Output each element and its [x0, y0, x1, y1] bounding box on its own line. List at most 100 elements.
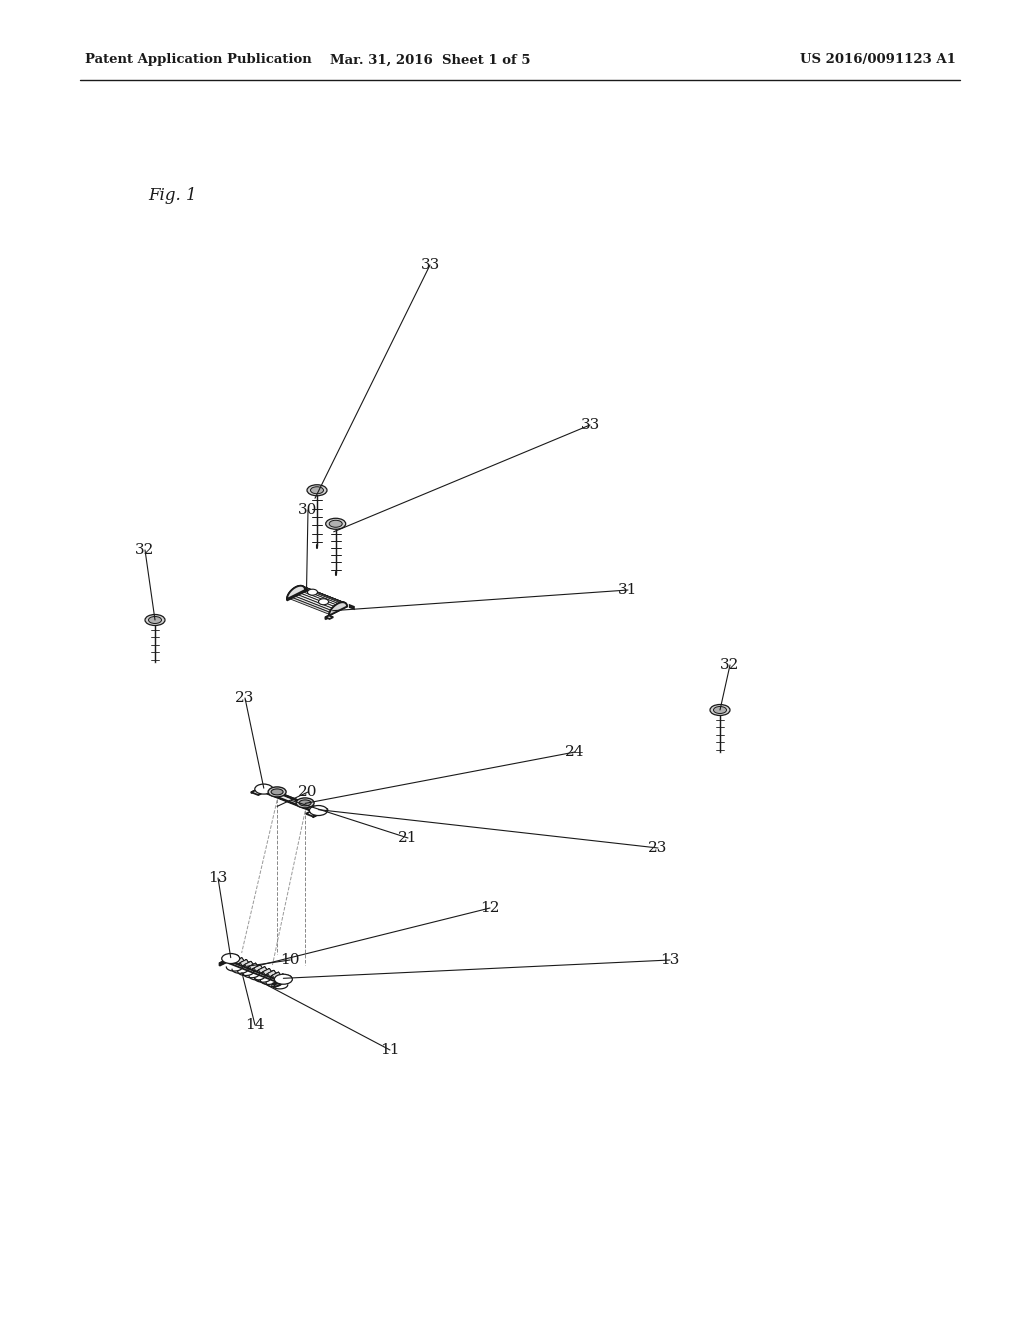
- Polygon shape: [219, 956, 236, 966]
- Text: 13: 13: [660, 953, 680, 968]
- Polygon shape: [274, 793, 280, 796]
- Polygon shape: [304, 587, 347, 606]
- Polygon shape: [350, 605, 354, 609]
- Ellipse shape: [296, 797, 314, 808]
- Polygon shape: [256, 966, 265, 972]
- Text: 21: 21: [398, 832, 418, 845]
- Ellipse shape: [145, 615, 165, 626]
- Polygon shape: [287, 590, 307, 601]
- Text: 32: 32: [720, 657, 739, 672]
- Polygon shape: [321, 807, 328, 810]
- Polygon shape: [300, 586, 344, 602]
- Polygon shape: [288, 594, 331, 612]
- Text: 14: 14: [246, 1018, 265, 1032]
- Ellipse shape: [710, 705, 730, 715]
- Ellipse shape: [299, 800, 311, 807]
- Text: 33: 33: [581, 418, 600, 432]
- Polygon shape: [258, 965, 262, 969]
- Polygon shape: [265, 970, 274, 975]
- Polygon shape: [231, 956, 240, 962]
- Polygon shape: [234, 957, 286, 979]
- Polygon shape: [265, 785, 272, 788]
- Polygon shape: [244, 960, 249, 962]
- Text: Mar. 31, 2016  Sheet 1 of 5: Mar. 31, 2016 Sheet 1 of 5: [330, 54, 530, 66]
- Polygon shape: [302, 586, 345, 603]
- Ellipse shape: [326, 519, 346, 529]
- Ellipse shape: [222, 953, 240, 964]
- Text: 23: 23: [648, 841, 668, 855]
- Polygon shape: [249, 961, 253, 965]
- Polygon shape: [287, 586, 305, 599]
- Ellipse shape: [329, 520, 342, 527]
- Text: 31: 31: [618, 583, 638, 597]
- Polygon shape: [303, 586, 346, 605]
- Polygon shape: [287, 595, 330, 614]
- Polygon shape: [274, 974, 283, 978]
- Polygon shape: [263, 969, 271, 975]
- Polygon shape: [251, 785, 265, 793]
- Text: 11: 11: [380, 1043, 399, 1057]
- Text: 10: 10: [281, 953, 300, 968]
- Ellipse shape: [307, 484, 327, 496]
- Polygon shape: [270, 789, 317, 809]
- Ellipse shape: [268, 787, 286, 797]
- Polygon shape: [252, 965, 260, 970]
- Polygon shape: [243, 961, 251, 966]
- Polygon shape: [326, 615, 329, 619]
- Polygon shape: [289, 591, 332, 610]
- Polygon shape: [273, 793, 280, 796]
- Polygon shape: [294, 587, 338, 605]
- Polygon shape: [290, 590, 334, 609]
- Polygon shape: [271, 970, 276, 974]
- Polygon shape: [228, 956, 238, 961]
- Polygon shape: [296, 586, 340, 603]
- Polygon shape: [240, 958, 244, 961]
- Polygon shape: [306, 807, 328, 817]
- Polygon shape: [276, 972, 281, 975]
- Polygon shape: [251, 785, 272, 795]
- Text: 12: 12: [480, 902, 500, 915]
- Ellipse shape: [274, 974, 293, 985]
- Polygon shape: [289, 975, 291, 979]
- Ellipse shape: [318, 599, 329, 605]
- Polygon shape: [234, 956, 240, 960]
- Polygon shape: [276, 974, 286, 981]
- Polygon shape: [262, 966, 267, 970]
- Polygon shape: [236, 956, 238, 958]
- Ellipse shape: [310, 487, 324, 494]
- Polygon shape: [245, 961, 253, 968]
- Polygon shape: [264, 789, 317, 810]
- Polygon shape: [292, 589, 336, 606]
- Text: 24: 24: [565, 744, 585, 759]
- Text: 20: 20: [298, 785, 317, 799]
- Polygon shape: [254, 965, 262, 972]
- Polygon shape: [270, 972, 279, 977]
- Polygon shape: [272, 975, 291, 985]
- Polygon shape: [253, 964, 258, 966]
- Text: 32: 32: [135, 543, 155, 557]
- Ellipse shape: [309, 805, 328, 816]
- Polygon shape: [249, 964, 258, 970]
- Ellipse shape: [307, 589, 317, 595]
- Text: Patent Application Publication: Patent Application Publication: [85, 54, 311, 66]
- Polygon shape: [261, 969, 269, 973]
- Polygon shape: [267, 970, 276, 977]
- Polygon shape: [228, 957, 234, 961]
- Polygon shape: [241, 960, 249, 966]
- Polygon shape: [247, 964, 256, 968]
- Polygon shape: [326, 615, 333, 619]
- Polygon shape: [329, 602, 347, 615]
- Text: 33: 33: [421, 257, 439, 272]
- Polygon shape: [264, 792, 312, 812]
- Ellipse shape: [271, 789, 283, 795]
- Polygon shape: [272, 972, 281, 978]
- Polygon shape: [258, 966, 267, 973]
- Text: 30: 30: [298, 503, 317, 517]
- Polygon shape: [267, 969, 271, 972]
- Polygon shape: [238, 960, 247, 964]
- Polygon shape: [228, 957, 286, 981]
- Polygon shape: [233, 958, 242, 962]
- Ellipse shape: [255, 784, 272, 795]
- Polygon shape: [329, 602, 347, 615]
- Text: 23: 23: [236, 690, 255, 705]
